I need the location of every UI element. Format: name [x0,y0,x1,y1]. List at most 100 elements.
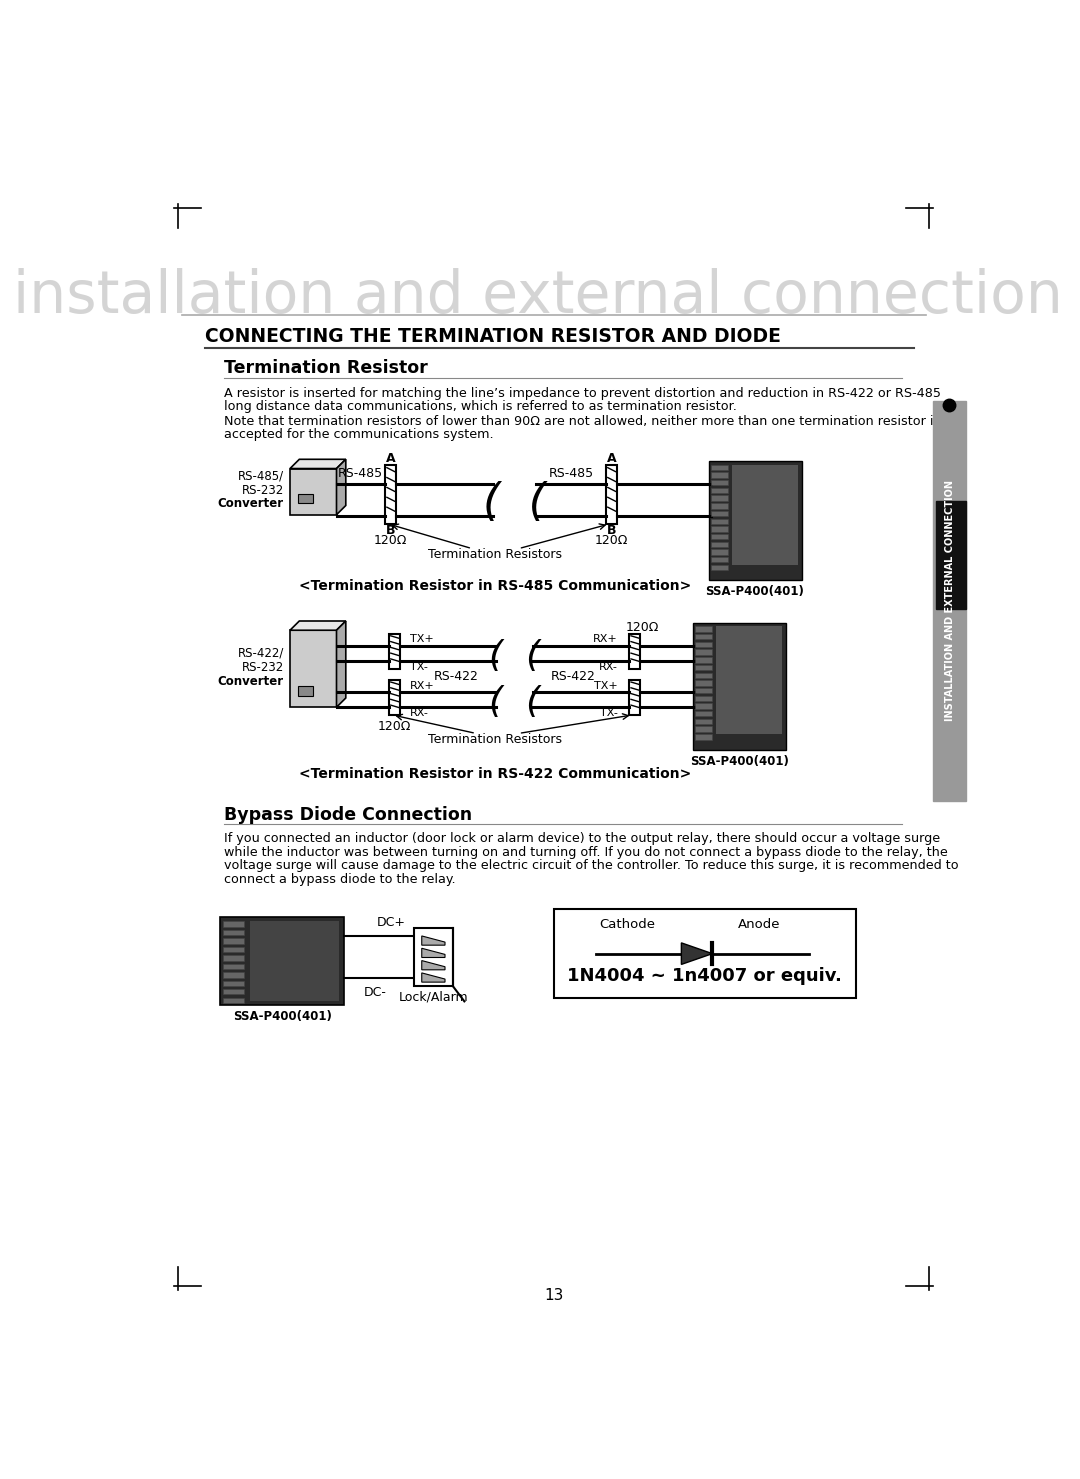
Bar [935,501,966,609]
Text: DC-: DC- [364,985,387,998]
Bar [696,711,713,716]
Text: 120Ω: 120Ω [595,534,629,547]
Text: INSTALLATION AND EXTERNAL CONNECTION: INSTALLATION AND EXTERNAL CONNECTION [945,481,955,722]
Bar [222,964,244,969]
Text: Anode: Anode [738,918,780,930]
Text: SSA-P400(401): SSA-P400(401) [690,754,788,768]
Bar [696,680,713,686]
Bar [389,680,400,714]
Text: RS-422/: RS-422/ [238,646,284,660]
Bar [711,464,728,470]
Bar [291,630,337,707]
Polygon shape [291,621,346,630]
Text: Cathode: Cathode [599,918,656,930]
Bar [696,719,713,725]
Polygon shape [337,621,346,707]
Bar [711,565,728,571]
Bar [554,910,855,997]
Bar [693,623,786,750]
Bar [222,997,244,1003]
Text: installation and external connection: installation and external connection [13,268,1063,325]
Bar [696,666,713,670]
Text: Termination Resistors: Termination Resistors [429,734,563,745]
Text: <Termination Resistor in RS-485 Communication>: <Termination Resistor in RS-485 Communic… [299,578,691,593]
Polygon shape [422,948,445,957]
Bar [222,972,244,978]
Text: (  (: ( ( [489,639,540,673]
Bar [711,488,728,493]
Bar [696,726,713,732]
Bar [696,673,713,677]
Bar [222,930,244,935]
Bar [711,510,728,516]
Bar [386,464,396,524]
Bar [696,688,713,694]
Bar [696,642,713,648]
Polygon shape [422,973,445,982]
Bar [606,464,617,524]
Bar [389,634,400,669]
Polygon shape [422,960,445,970]
Bar [711,503,728,509]
Bar [711,558,728,562]
Bar [249,920,339,1001]
Text: TX+: TX+ [410,634,434,645]
Text: Termination Resistor: Termination Resistor [225,359,428,377]
Bar [222,955,244,960]
Text: <Termination Resistor in RS-422 Communication>: <Termination Resistor in RS-422 Communic… [299,768,691,781]
Text: A: A [386,453,395,464]
Bar [630,634,640,669]
Bar [732,464,798,565]
Text: SSA-P400(401): SSA-P400(401) [705,586,805,598]
Bar [711,472,728,478]
Text: RS-422: RS-422 [551,670,595,683]
Text: RX+: RX+ [593,634,618,645]
Bar [696,634,713,639]
Bar [222,989,244,994]
Text: accepted for the communications system.: accepted for the communications system. [225,427,494,441]
Text: B: B [607,524,617,537]
Text: TX+: TX+ [594,680,618,691]
Bar [298,494,313,503]
Text: RS-485/: RS-485/ [238,470,284,482]
Text: voltage surge will cause damage to the electric circuit of the controller. To re: voltage surge will cause damage to the e… [225,859,959,873]
Text: RX-: RX- [599,663,618,671]
Text: 120Ω: 120Ω [374,534,407,547]
Polygon shape [337,460,346,515]
Text: Note that termination resistors of lower than 90Ω are not allowed, neither more : Note that termination resistors of lower… [225,416,941,427]
Text: RS-485: RS-485 [338,467,383,481]
Text: connect a bypass diode to the relay.: connect a bypass diode to the relay. [225,873,456,886]
Bar [414,929,453,986]
Bar [696,657,713,663]
Bar [220,917,345,1006]
Text: B: B [386,524,395,537]
Bar [696,734,713,740]
Text: RS-232: RS-232 [242,484,284,497]
Text: Lock/Alarm: Lock/Alarm [399,991,469,1003]
Text: Bypass Diode Connection: Bypass Diode Connection [225,806,472,824]
Bar [711,541,728,547]
Text: while the inductor was between turning on and turning off. If you do not connect: while the inductor was between turning o… [225,846,948,858]
Bar [708,461,801,580]
Bar [696,704,713,708]
Text: RS-232: RS-232 [242,661,284,674]
Text: DC+: DC+ [376,917,405,929]
Bar [711,549,728,555]
Text: RS-422: RS-422 [434,670,480,683]
Text: 1N4004 ~ 1n4007 or equiv.: 1N4004 ~ 1n4007 or equiv. [567,967,842,985]
Bar [630,680,640,714]
Polygon shape [291,460,346,469]
Text: CONNECTING THE TERMINATION RESISTOR AND DIODE: CONNECTING THE TERMINATION RESISTOR AND … [205,327,781,346]
Text: A: A [607,453,617,464]
Text: RX+: RX+ [410,680,435,691]
Bar [298,686,313,695]
Text: If you connected an inductor (door lock or alarm device) to the output relay, th: If you connected an inductor (door lock … [225,831,941,845]
Bar [933,401,966,802]
Text: 120Ω: 120Ω [626,621,659,634]
Text: RX-: RX- [410,708,429,719]
Bar [711,519,728,524]
Bar [711,481,728,485]
Text: Converter: Converter [218,497,284,510]
Polygon shape [422,936,445,945]
Text: RS-485: RS-485 [549,467,594,481]
